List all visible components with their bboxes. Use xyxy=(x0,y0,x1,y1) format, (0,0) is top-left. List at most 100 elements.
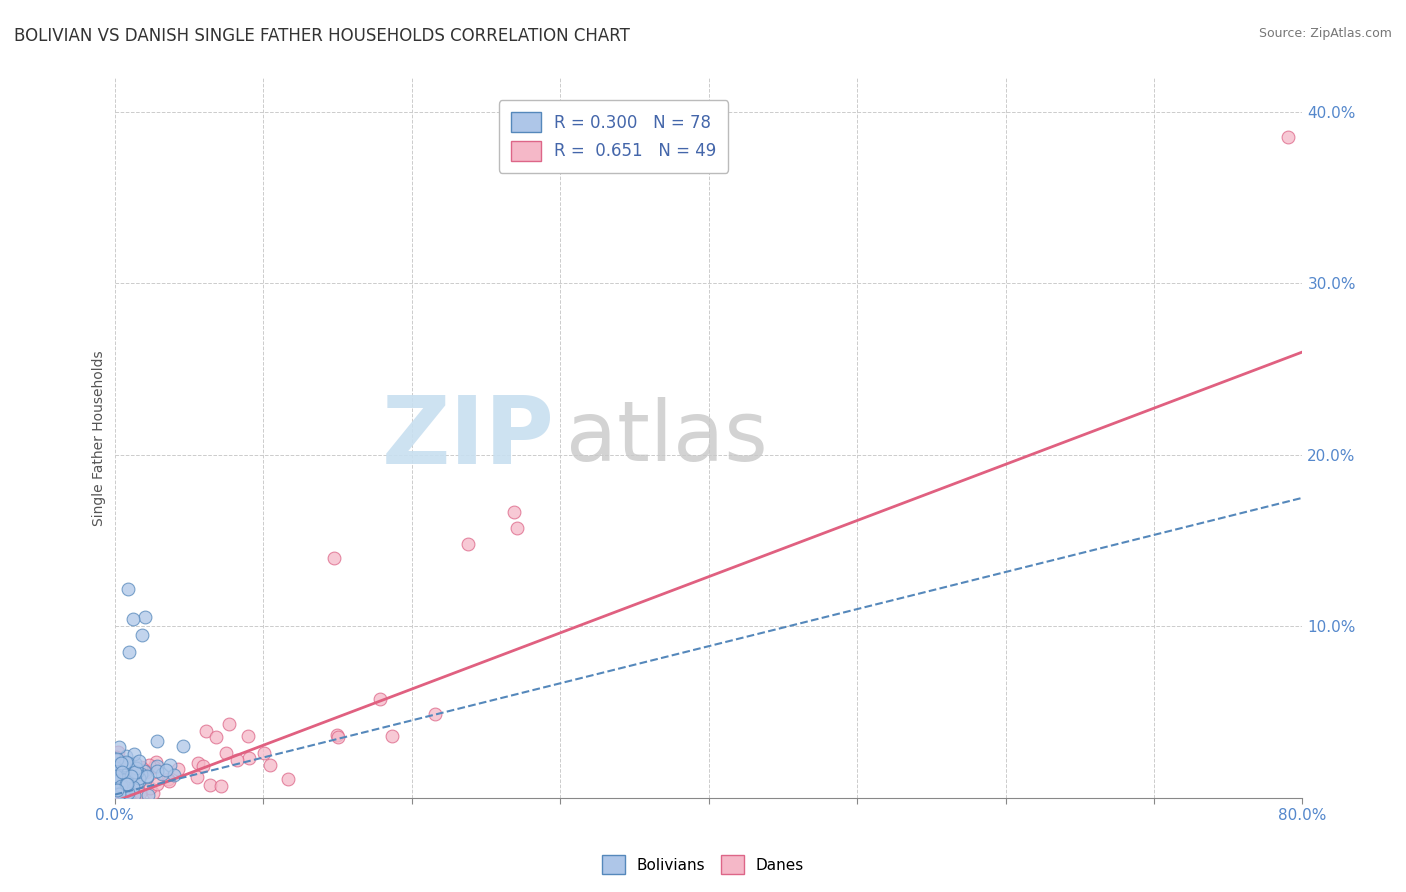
Point xyxy=(195,724,218,739)
Point xyxy=(125,761,148,775)
Point xyxy=(107,739,129,754)
Point xyxy=(253,746,276,760)
Point xyxy=(163,767,186,781)
Point xyxy=(132,764,155,778)
Point xyxy=(326,730,349,744)
Legend: R = 0.300   N = 78, R =  0.651   N = 49: R = 0.300 N = 78, R = 0.651 N = 49 xyxy=(499,100,728,172)
Point xyxy=(105,761,128,775)
Point xyxy=(110,766,132,780)
Point xyxy=(118,773,141,788)
Point xyxy=(115,787,138,801)
Point xyxy=(136,770,159,784)
Point xyxy=(457,537,479,551)
Point xyxy=(326,728,349,742)
Point xyxy=(111,784,134,798)
Point xyxy=(110,780,132,794)
Point xyxy=(115,756,138,770)
Point xyxy=(114,756,136,771)
Point xyxy=(205,730,228,744)
Point xyxy=(238,750,260,764)
Point xyxy=(132,764,155,778)
Point xyxy=(259,758,281,772)
Point xyxy=(111,772,134,787)
Point xyxy=(112,772,135,787)
Point xyxy=(107,745,129,759)
Point xyxy=(115,748,138,763)
Point xyxy=(108,789,131,804)
Point xyxy=(134,610,156,624)
Point xyxy=(368,691,391,706)
Point xyxy=(146,734,169,748)
Point xyxy=(209,779,232,793)
Point xyxy=(114,784,136,798)
Point xyxy=(142,786,165,800)
Point xyxy=(124,756,146,770)
Point xyxy=(112,757,135,772)
Point xyxy=(111,786,134,800)
Point xyxy=(381,729,404,743)
Point xyxy=(105,773,128,788)
Point xyxy=(167,762,190,776)
Point xyxy=(105,769,128,783)
Point xyxy=(172,739,194,753)
Point xyxy=(226,753,249,767)
Point xyxy=(506,521,529,535)
Text: ZIP: ZIP xyxy=(381,392,554,483)
Point xyxy=(108,787,131,801)
Point xyxy=(105,778,128,792)
Point xyxy=(136,788,159,802)
Point xyxy=(117,756,139,770)
Point xyxy=(146,777,169,791)
Point xyxy=(423,707,446,722)
Point xyxy=(105,769,128,783)
Point xyxy=(159,757,181,772)
Point xyxy=(146,764,169,778)
Point xyxy=(186,770,208,784)
Text: atlas: atlas xyxy=(567,397,768,478)
Point xyxy=(111,778,134,792)
Point xyxy=(117,786,139,800)
Point xyxy=(122,612,145,626)
Point xyxy=(124,765,146,780)
Point xyxy=(128,754,150,768)
Point xyxy=(105,786,128,800)
Point xyxy=(115,783,138,797)
Point xyxy=(127,767,149,781)
Point xyxy=(218,717,240,731)
Point xyxy=(114,759,136,773)
Point xyxy=(187,756,209,771)
Point xyxy=(114,782,136,797)
Point xyxy=(128,771,150,785)
Point xyxy=(129,765,152,780)
Point xyxy=(129,766,152,780)
Point xyxy=(129,763,152,777)
Point xyxy=(128,786,150,800)
Point xyxy=(157,773,180,788)
Point xyxy=(150,766,173,780)
Point xyxy=(143,759,166,773)
Point xyxy=(128,774,150,789)
Point xyxy=(322,551,344,566)
Point xyxy=(110,771,132,785)
Text: Source: ZipAtlas.com: Source: ZipAtlas.com xyxy=(1258,27,1392,40)
Point xyxy=(120,769,142,783)
Point xyxy=(122,747,145,761)
Point xyxy=(157,772,180,786)
Legend: Bolivians, Danes: Bolivians, Danes xyxy=(596,849,810,880)
Point xyxy=(503,505,526,519)
Point xyxy=(120,780,142,794)
Point xyxy=(277,772,299,786)
Point xyxy=(124,789,146,803)
Point xyxy=(117,786,139,800)
Point xyxy=(128,784,150,798)
Point xyxy=(110,779,132,793)
Point xyxy=(155,763,177,777)
Point xyxy=(121,780,143,794)
Point xyxy=(138,780,160,795)
Point xyxy=(112,781,135,796)
Point xyxy=(146,759,169,773)
Point xyxy=(108,756,131,771)
Point xyxy=(214,746,236,760)
Point xyxy=(111,777,134,791)
Point xyxy=(136,769,159,783)
